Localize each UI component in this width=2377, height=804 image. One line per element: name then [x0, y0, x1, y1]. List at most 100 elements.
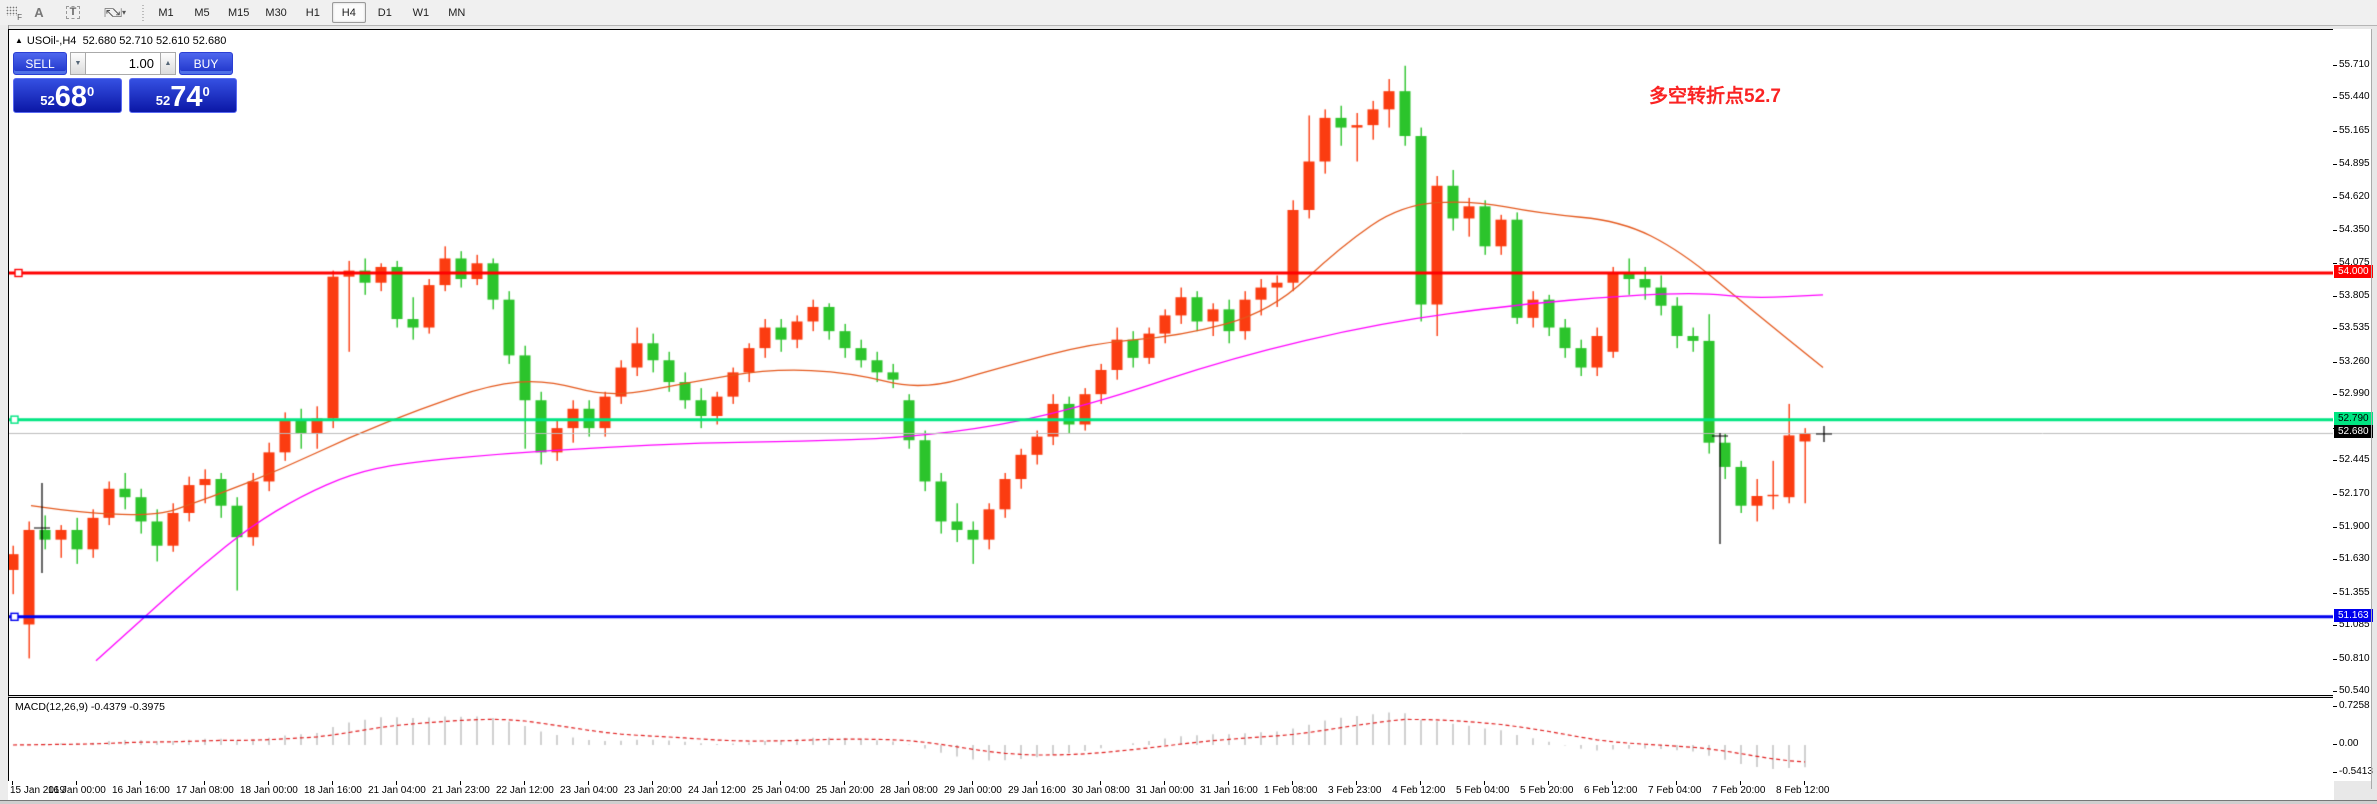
timeframe-button-mn[interactable]: MN [448, 6, 466, 19]
price-tick-label: 52.990 [2339, 388, 2370, 400]
collapse-arrow-icon[interactable]: ▲ [15, 36, 23, 45]
date-tick-label: 25 Jan 20:00 [816, 785, 874, 796]
date-axis[interactable]: 15 Jan 2019 16 Jan 00:00 16 Jan 16:00 17 Ja… [8, 781, 2334, 800]
date-tick-mark [1228, 781, 1229, 785]
price-tick-label: 54.895 [2339, 157, 2370, 169]
price-tick-label: 53.535 [2339, 322, 2370, 334]
date-tick-label: 16 Jan 00:00 [48, 785, 106, 796]
date-tick-label: 21 Jan 23:00 [432, 785, 490, 796]
price-tick-mark [2333, 658, 2337, 660]
grid-glyph: F [6, 6, 22, 22]
price-tick-label: 52.445 [2339, 454, 2370, 466]
price-tick-mark [2333, 295, 2337, 297]
date-tick-mark [780, 781, 781, 785]
macd-tick-label: 0.7258 [2339, 700, 2370, 712]
price-tick-mark [2333, 460, 2337, 462]
date-tick-label: 1 Feb 08:00 [1264, 785, 1318, 796]
timeframe-button-d1[interactable]: D1 [377, 6, 392, 19]
date-tick-label: 31 Jan 16:00 [1200, 785, 1258, 796]
date-tick-mark [524, 781, 525, 785]
timeframe-button-m15[interactable]: M15 [228, 6, 250, 19]
date-tick-mark [972, 781, 973, 785]
price-tick-mark [2333, 196, 2337, 198]
date-tick-mark [12, 781, 13, 785]
price-tick-label: 55.165 [2339, 124, 2370, 136]
date-tick-mark [1612, 781, 1613, 785]
date-tick-mark [1100, 781, 1101, 785]
price-tick-mark [2333, 361, 2337, 363]
price-tick-mark [2333, 493, 2337, 495]
cursor-a-icon[interactable]: A [28, 3, 50, 22]
date-tick-label: 31 Jan 00:00 [1136, 785, 1194, 796]
price-chart-canvas[interactable] [9, 30, 2333, 695]
date-tick-mark [1676, 781, 1677, 785]
bid-price-display[interactable]: 52 68 0 [13, 78, 122, 113]
price-tick-label: 55.440 [2339, 91, 2370, 103]
price-tick-label: 50.810 [2339, 652, 2370, 664]
volume-input[interactable]: 1.00 [86, 52, 160, 75]
bid-point: 0 [87, 84, 95, 99]
macd-canvas[interactable] [9, 698, 2333, 781]
date-tick-mark [1740, 781, 1741, 785]
date-tick-label: 22 Jan 12:00 [496, 785, 554, 796]
date-tick-label: 23 Jan 04:00 [560, 785, 618, 796]
price-tick-mark [2333, 328, 2337, 330]
date-tick-mark [268, 781, 269, 785]
timeframe-button-w1[interactable]: W1 [412, 6, 430, 19]
volume-increase-button[interactable]: ▲ [160, 52, 176, 75]
price-tick-label: 53.805 [2339, 289, 2370, 301]
price-tick-label: 51.900 [2339, 520, 2370, 532]
volume-decrease-button[interactable]: ▼ [70, 52, 86, 75]
ask-whole: 52 [155, 93, 171, 108]
price-tick-label: 51.630 [2339, 553, 2370, 565]
macd-tick-mark [2333, 706, 2337, 708]
timeframe-button-h1[interactable]: H1 [305, 6, 320, 19]
timeframe-button-h4[interactable]: H4 [331, 2, 366, 23]
top-toolbar: F A T ⇱⇲ ▾ M1 M5 M15 M30 H1 H4 D1 W1 MN [0, 0, 2377, 26]
date-tick-mark [652, 781, 653, 785]
window-right-border [2371, 29, 2372, 789]
date-tick-mark [140, 781, 141, 785]
timeframe-button-m1[interactable]: M1 [158, 6, 174, 19]
timeframe-buttons: M1 M5 M15 M30 H1 H4 D1 W1 MN [148, 2, 475, 23]
price-tick-mark [2333, 262, 2337, 264]
sell-button[interactable]: SELL [13, 52, 67, 75]
macd-tick-label: 0.00 [2339, 738, 2359, 749]
date-tick-label: 30 Jan 08:00 [1072, 785, 1130, 796]
buy-button[interactable]: BUY [179, 52, 233, 75]
timeframe-button-m30[interactable]: M30 [265, 6, 287, 19]
price-tick-mark [2333, 559, 2337, 561]
price-tick-mark [2333, 691, 2337, 693]
drawing-tools-icon[interactable]: ⇱⇲ ▾ [98, 3, 132, 22]
price-tick-mark [2333, 163, 2337, 165]
date-tick-mark [76, 781, 77, 785]
macd-tick-mark [2333, 744, 2337, 745]
text-label-icon[interactable]: T [62, 3, 84, 22]
date-tick-label: 4 Feb 12:00 [1392, 785, 1446, 796]
ask-price-display[interactable]: 52 74 0 [128, 78, 237, 113]
date-tick-mark [844, 781, 845, 785]
date-tick-mark [1292, 781, 1293, 785]
date-tick-mark [332, 781, 333, 785]
grid-f-icon[interactable]: F [2, 3, 24, 22]
price-tick-label: 55.710 [2339, 58, 2370, 70]
date-tick-label: 21 Jan 04:00 [368, 785, 426, 796]
date-tick-mark [1548, 781, 1549, 785]
price-axis[interactable]: 55.710 55.440 55.165 54.895 54.620 54.350 54.0… [2333, 29, 2373, 781]
date-tick-label: 5 Feb 20:00 [1520, 785, 1574, 796]
date-tick-mark [588, 781, 589, 785]
price-badge-51.163: 51.163 [2334, 608, 2373, 622]
price-tick-mark [2333, 130, 2337, 132]
timeframe-button-m5[interactable]: M5 [194, 6, 210, 19]
date-tick-mark [1356, 781, 1357, 785]
price-tick-mark [2333, 97, 2337, 99]
date-tick-mark [396, 781, 397, 785]
date-tick-label: 6 Feb 12:00 [1584, 785, 1638, 796]
date-tick-label: 17 Jan 08:00 [176, 785, 234, 796]
ask-point: 0 [202, 84, 210, 99]
price-tick-mark [2333, 229, 2337, 231]
window-bottom-border [0, 800, 2377, 804]
date-tick-label: 18 Jan 00:00 [240, 785, 298, 796]
letter-t-glyph: T [65, 6, 81, 19]
